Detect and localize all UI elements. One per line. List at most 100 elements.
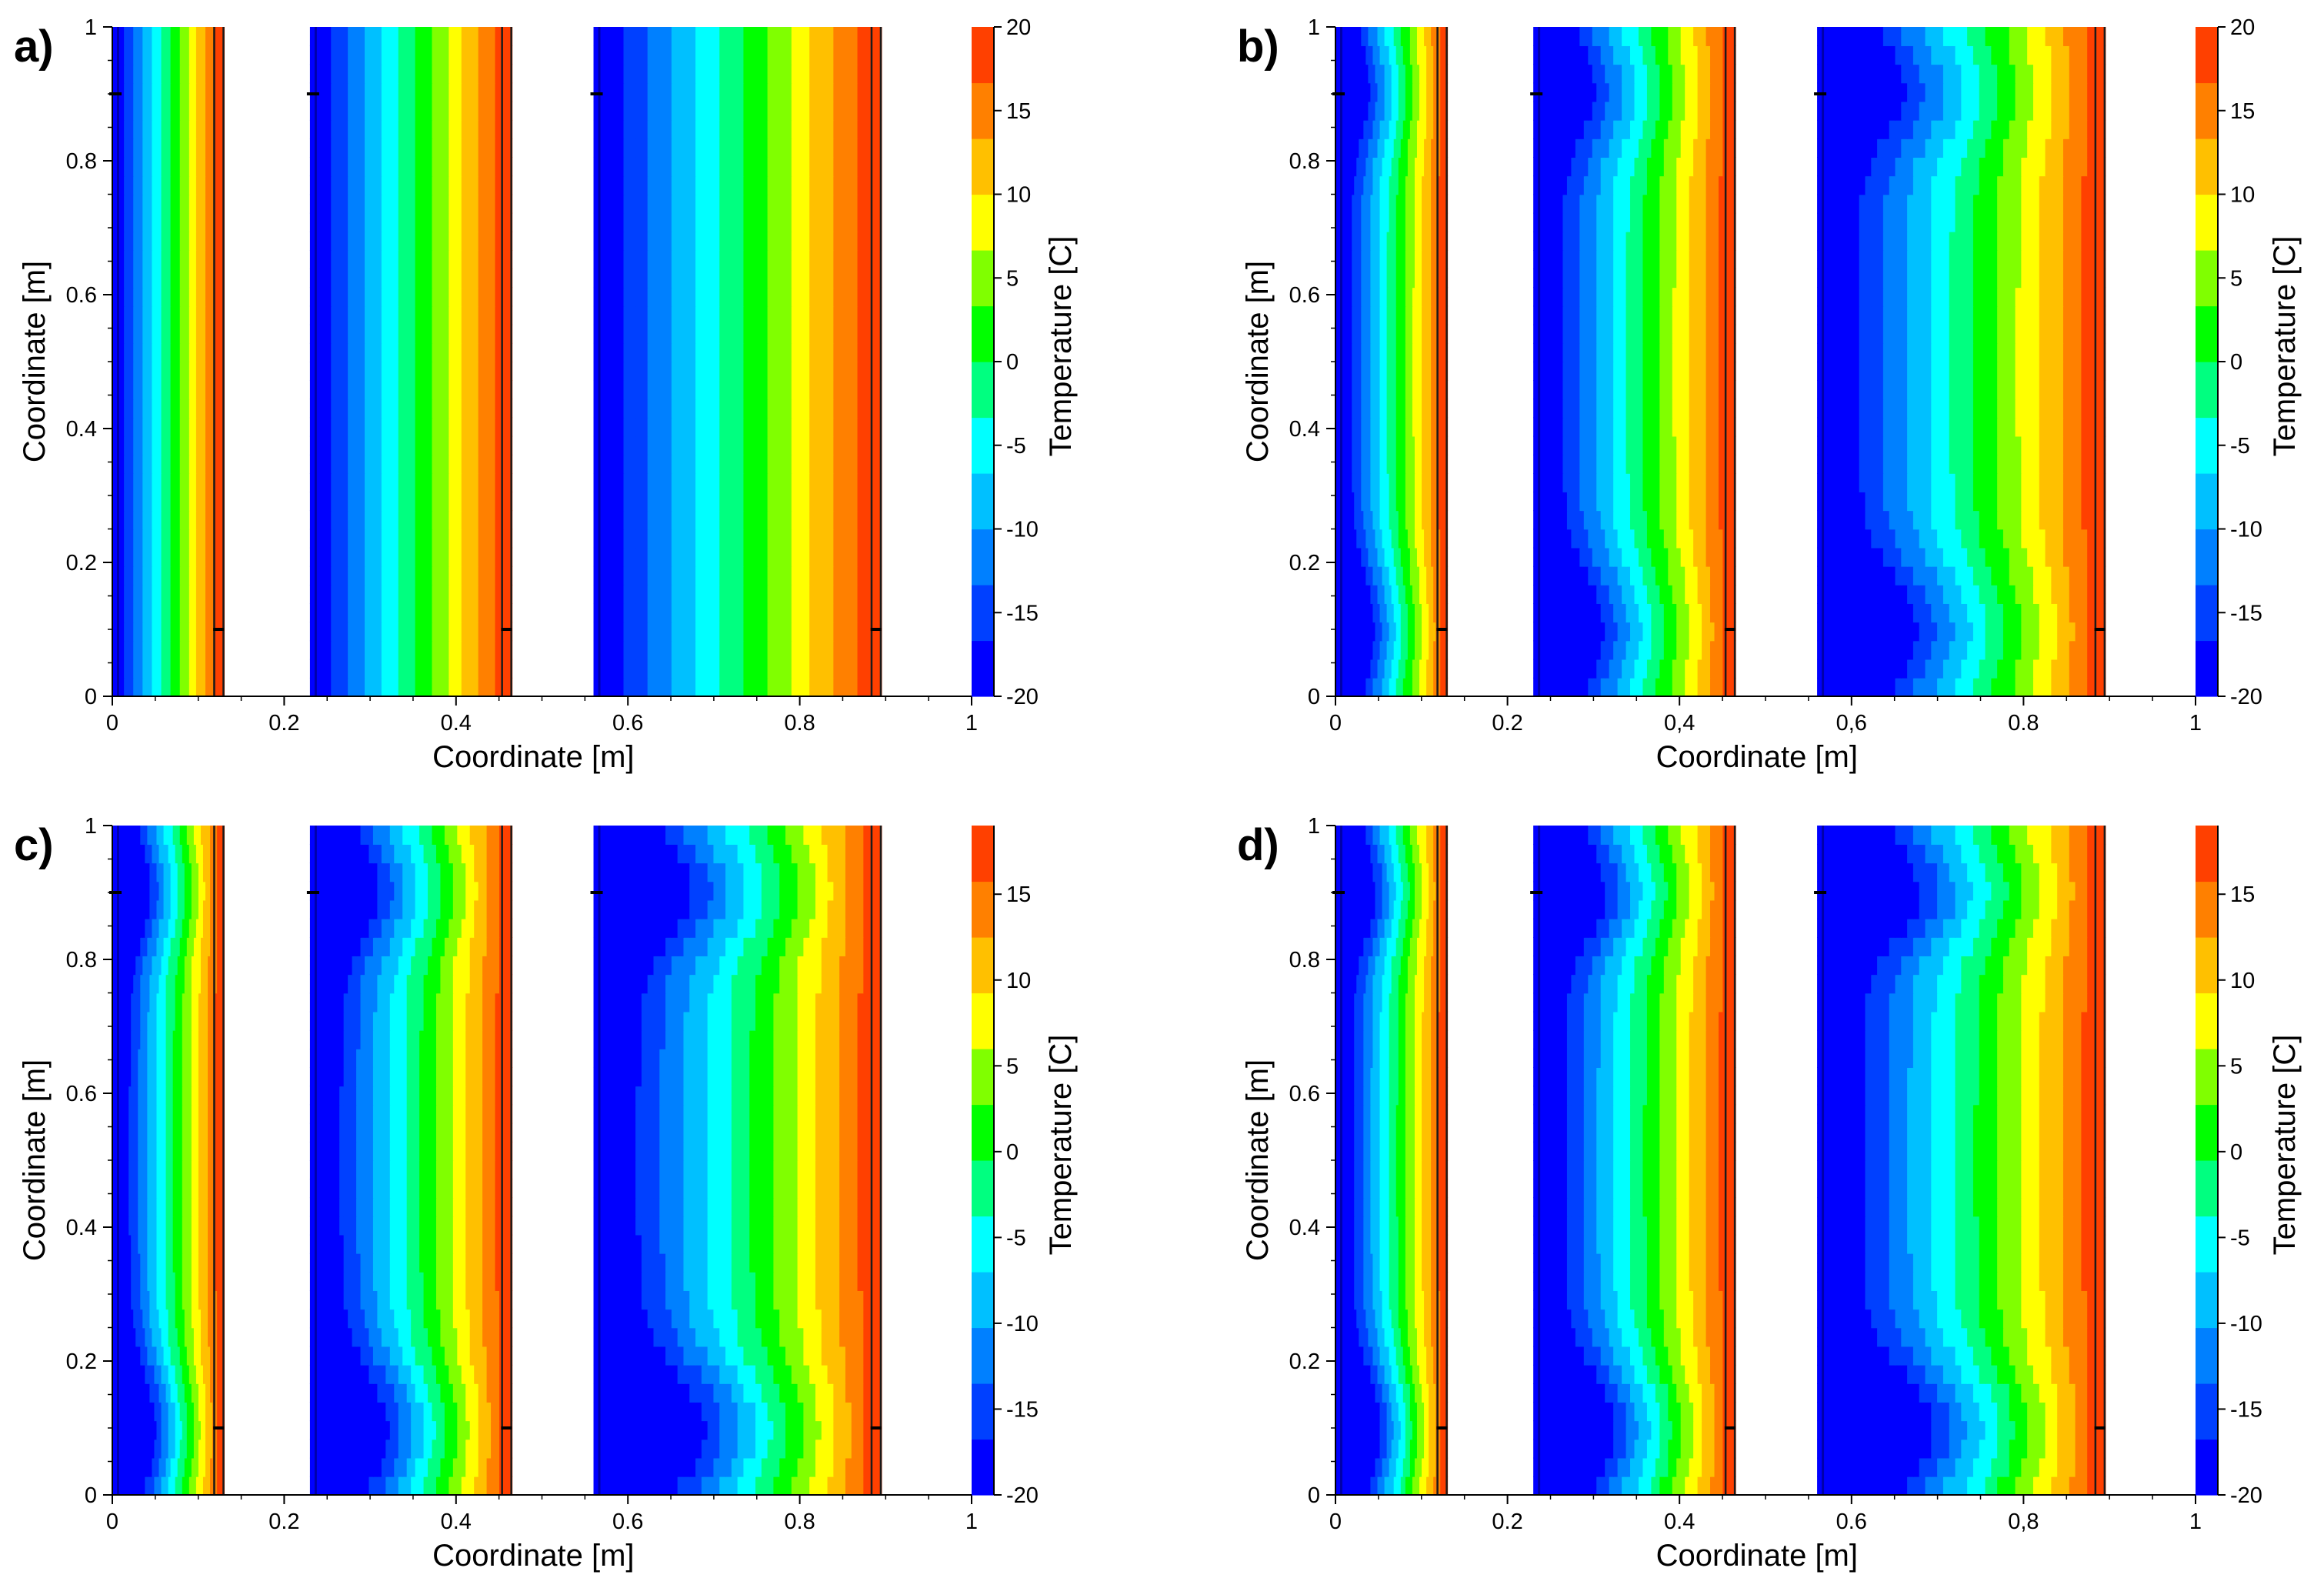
temperature-cell — [444, 677, 450, 697]
temperature-cell — [177, 138, 181, 158]
temperature-cell — [737, 157, 745, 177]
temperature-cell — [452, 529, 458, 549]
temperature-cell — [713, 492, 721, 512]
temperature-cell — [188, 677, 192, 697]
temperature-cell — [465, 622, 471, 642]
temperature-cell — [198, 454, 202, 474]
temperature-cell — [432, 45, 437, 65]
temperature-cell — [193, 45, 197, 65]
temperature-cell — [755, 677, 762, 697]
temperature-cell — [219, 435, 222, 455]
temperature-cell — [845, 287, 852, 307]
temperature-cell — [689, 324, 696, 344]
temperature-cell — [815, 342, 822, 362]
temperature-cell — [701, 342, 709, 362]
temperature-cell — [186, 101, 190, 121]
temperature-cell — [385, 547, 391, 567]
temperature-cell — [165, 305, 169, 325]
temperature-cell — [647, 454, 655, 474]
temperature-cell — [193, 510, 197, 530]
temperature-cell — [647, 435, 655, 455]
temperature-cell — [779, 305, 786, 325]
temperature-cell — [845, 305, 852, 325]
temperature-cell — [482, 454, 488, 474]
temperature-cell — [415, 342, 420, 362]
temperature-cell — [322, 194, 328, 214]
temperature-cell — [372, 622, 378, 642]
temperature-cell — [755, 565, 762, 585]
temperature-cell — [175, 362, 178, 381]
temperature-cell — [184, 175, 188, 195]
temperature-cell — [195, 212, 199, 232]
temperature-cell — [177, 603, 181, 623]
temperature-cell — [154, 101, 158, 121]
temperature-cell — [112, 45, 115, 65]
temperature-cell — [184, 324, 188, 344]
temperature-cell — [411, 399, 416, 419]
temperature-cell — [122, 305, 125, 325]
temperature-cell — [423, 231, 428, 251]
temperature-cell — [755, 194, 762, 214]
temperature-cell — [683, 473, 691, 492]
temperature-cell — [318, 492, 324, 512]
temperature-cell — [145, 194, 148, 214]
temperature-cell — [659, 492, 666, 512]
temperature-cell — [482, 677, 488, 697]
temperature-cell — [115, 399, 118, 419]
temperature-cell — [411, 64, 416, 84]
temperature-cell — [478, 640, 483, 660]
temperature-cell — [755, 138, 762, 158]
temperature-cell — [611, 157, 619, 177]
temperature-cell — [152, 175, 155, 195]
temperature-cell — [507, 269, 513, 289]
temperature-cell — [785, 362, 792, 381]
temperature-cell — [797, 603, 805, 623]
temperature-cell — [163, 603, 167, 623]
temperature-cell — [440, 492, 445, 512]
temperature-cell — [457, 119, 462, 139]
temperature-cell — [731, 194, 739, 214]
temperature-cell — [335, 529, 340, 549]
temperature-cell — [857, 194, 865, 214]
temperature-cell — [507, 473, 513, 492]
temperature-cell — [140, 175, 144, 195]
temperature-cell — [142, 305, 146, 325]
temperature-cell — [154, 417, 158, 437]
temperature-cell — [869, 529, 876, 549]
temperature-cell — [219, 492, 222, 512]
temperature-cell — [389, 324, 395, 344]
temperature-cell — [112, 473, 115, 492]
temperature-cell — [326, 324, 332, 344]
temperature-cell — [707, 547, 715, 567]
temperature-cell — [491, 27, 496, 46]
temperature-cell — [339, 231, 345, 251]
temperature-cell — [122, 82, 125, 102]
temperature-cell — [217, 362, 220, 381]
temperature-cell — [318, 231, 324, 251]
temperature-cell — [343, 529, 348, 549]
temperature-cell — [435, 565, 442, 585]
temperature-cell — [677, 529, 685, 549]
temperature-cell — [478, 27, 483, 46]
temperature-cell — [773, 269, 780, 289]
temperature-cell — [135, 677, 139, 697]
temperature-cell — [163, 565, 167, 585]
temperature-cell — [641, 677, 649, 697]
temperature-cell — [365, 603, 370, 623]
temperature-cell — [326, 138, 332, 158]
temperature-cell — [179, 119, 183, 139]
temperature-cell — [372, 585, 378, 604]
temperature-cell — [629, 231, 636, 251]
temperature-cell — [365, 565, 370, 585]
temperature-cell — [875, 194, 882, 214]
temperature-cell — [119, 585, 122, 604]
temperature-cell — [815, 194, 822, 214]
temperature-cell — [170, 101, 174, 121]
temperature-cell — [419, 677, 425, 697]
temperature-cell — [210, 101, 213, 121]
temperature-cell — [128, 27, 132, 46]
temperature-cell — [452, 305, 458, 325]
temperature-cell — [170, 380, 174, 400]
temperature-cell — [833, 231, 840, 251]
